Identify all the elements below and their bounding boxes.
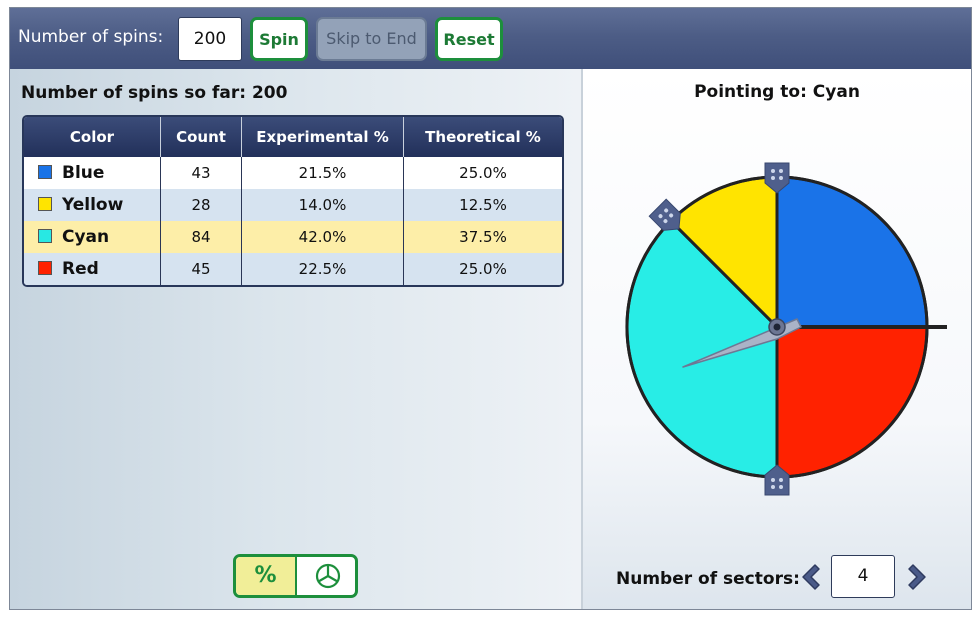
results-panel: Number of spins so far: 200 Color Count … [10, 69, 581, 609]
pie-chart-icon [315, 563, 341, 589]
chevron-left-icon [802, 564, 820, 590]
table-row: Cyan 84 42.0% 37.5% [24, 221, 562, 253]
count-cell: 45 [160, 253, 241, 285]
theoretical-cell: 25.0% [403, 157, 562, 189]
theoretical-cell: 37.5% [403, 221, 562, 253]
table-row: Blue 43 21.5% 25.0% [24, 157, 562, 189]
red-swatch-icon [38, 261, 52, 275]
color-cell: Red [24, 253, 160, 285]
theoretical-cell: 12.5% [403, 189, 562, 221]
color-name: Red [62, 259, 99, 279]
header-theoretical: Theoretical % [403, 117, 562, 157]
increase-sectors-button[interactable] [903, 561, 933, 593]
spins-so-far-text: Number of spins so far: 200 [21, 83, 288, 103]
spins-count-input[interactable]: 200 [178, 17, 242, 61]
color-cell: Blue [24, 157, 160, 189]
color-name: Yellow [62, 195, 124, 215]
results-table: Color Count Experimental % Theoretical %… [22, 115, 564, 287]
experimental-cell: 14.0% [241, 189, 403, 221]
percent-view-button[interactable]: % [236, 557, 297, 595]
decrease-sectors-button[interactable] [795, 561, 825, 593]
count-cell: 84 [160, 221, 241, 253]
spinner-needle [682, 318, 802, 368]
pie-view-button[interactable] [299, 557, 355, 595]
spins-count-label: Number of spins: [18, 27, 164, 47]
spinner-panel: Pointing to: Cyan [581, 69, 971, 610]
sector-handle-bottom[interactable] [764, 464, 790, 496]
spinner-app: Number of spins: 200 Spin Skip to End Re… [9, 7, 972, 610]
sectors-count-input[interactable]: 4 [831, 555, 895, 598]
spin-button[interactable]: Spin [250, 17, 308, 61]
color-name: Cyan [62, 227, 110, 247]
spinner-wheel[interactable] [583, 69, 971, 610]
view-toggle: % [233, 554, 358, 598]
skip-to-end-button[interactable]: Skip to End [316, 17, 427, 61]
table-row: Red 45 22.5% 25.0% [24, 253, 562, 285]
reset-button[interactable]: Reset [435, 17, 503, 61]
top-toolbar: Number of spins: 200 Spin Skip to End Re… [10, 8, 971, 69]
header-color: Color [24, 117, 160, 157]
experimental-cell: 22.5% [241, 253, 403, 285]
table-row: Yellow 28 14.0% 12.5% [24, 189, 562, 221]
header-count: Count [160, 117, 241, 157]
count-cell: 43 [160, 157, 241, 189]
header-experimental: Experimental % [241, 117, 403, 157]
chevron-right-icon [908, 564, 926, 590]
color-cell: Yellow [24, 189, 160, 221]
count-cell: 28 [160, 189, 241, 221]
yellow-swatch-icon [38, 197, 52, 211]
experimental-cell: 21.5% [241, 157, 403, 189]
pointing-to-label: Pointing to: Cyan [694, 82, 860, 102]
experimental-cell: 42.0% [241, 221, 403, 253]
color-name: Blue [62, 163, 105, 183]
theoretical-cell: 25.0% [403, 253, 562, 285]
table-header-row: Color Count Experimental % Theoretical % [24, 117, 562, 157]
cyan-swatch-icon [38, 229, 52, 243]
sectors-label: Number of sectors: [616, 569, 800, 589]
color-cell: Cyan [24, 221, 160, 253]
sector-handle-upper-left[interactable] [648, 198, 687, 237]
blue-swatch-icon [38, 165, 52, 179]
sector-red [775, 325, 929, 479]
sector-handle-top[interactable] [764, 162, 790, 194]
sector-blue [775, 175, 929, 329]
